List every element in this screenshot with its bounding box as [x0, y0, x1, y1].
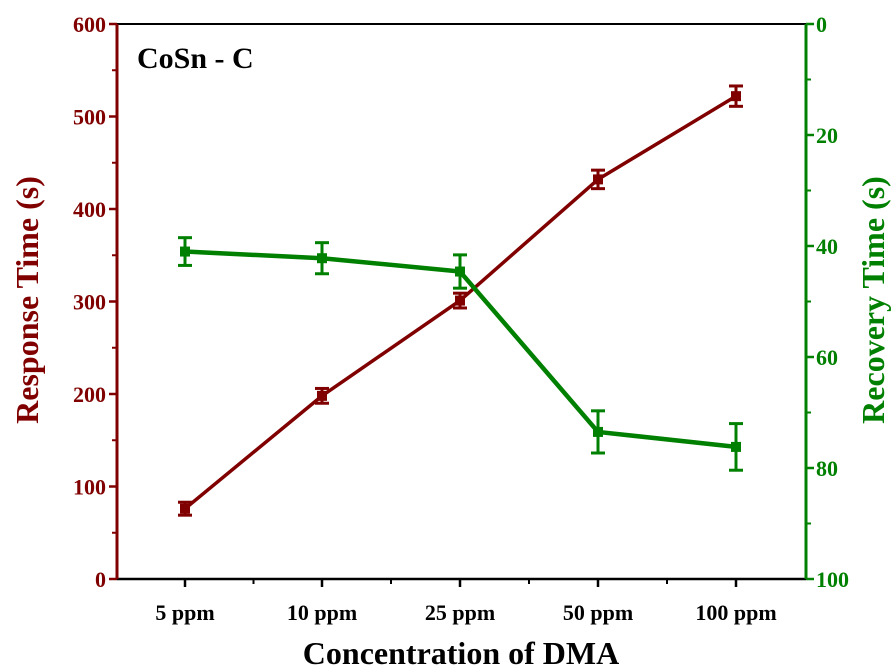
right-tick-label: 20 — [816, 123, 838, 148]
left-tick-label: 400 — [73, 197, 106, 222]
series-layer — [178, 84, 743, 517]
left-tick-label: 0 — [95, 567, 106, 592]
series-right — [178, 236, 743, 472]
right-tick-label: 100 — [816, 567, 849, 592]
series-left — [178, 84, 743, 517]
data-point-left — [180, 503, 190, 514]
left-tick-label: 100 — [73, 475, 106, 500]
right-y-axis: 0 20 40 60 80 100 — [804, 12, 849, 592]
right-tick-label: 80 — [816, 456, 838, 481]
left-tick-label: 200 — [73, 382, 106, 407]
x-tick-label: 50 ppm — [563, 600, 633, 625]
left-y-axis: 0 100 200 300 400 500 600 — [73, 12, 119, 592]
left-tick-label: 600 — [73, 12, 106, 37]
data-point-right — [731, 441, 741, 452]
right-tick-label: 0 — [816, 12, 827, 37]
right-tick-label: 40 — [816, 234, 838, 259]
left-tick-label: 500 — [73, 105, 106, 130]
left-axis-title: Response Time (s) — [9, 176, 45, 424]
left-tick-label: 300 — [73, 290, 106, 315]
x-tick-label: 5 ppm — [155, 600, 214, 625]
data-point-right — [593, 426, 603, 437]
x-tick-label: 100 ppm — [695, 600, 776, 625]
right-axis-title: Recovery Time (s) — [855, 176, 891, 424]
x-tick-label: 25 ppm — [425, 600, 495, 625]
data-point-left — [731, 91, 741, 102]
data-point-left — [317, 390, 327, 401]
x-tick-label: 10 ppm — [287, 600, 357, 625]
data-point-left — [455, 295, 465, 306]
data-point-right — [455, 266, 465, 277]
data-point-right — [180, 246, 190, 257]
x-axis: 5 ppm 10 ppm 25 ppm 50 ppm 100 ppm — [155, 579, 777, 625]
data-point-right — [317, 253, 327, 264]
data-point-left — [593, 174, 603, 185]
plot-frame — [117, 23, 806, 581]
right-tick-label: 60 — [816, 345, 838, 370]
chart-title: CoSn - C — [137, 42, 254, 75]
x-axis-title: Concentration of DMA — [303, 635, 619, 671]
